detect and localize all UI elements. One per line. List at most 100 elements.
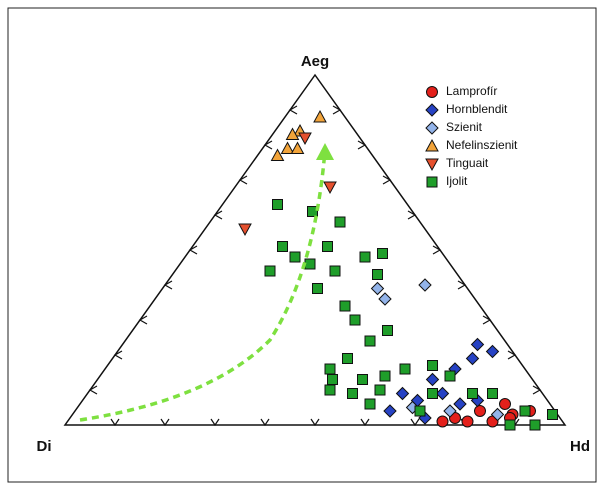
marker <box>414 405 426 417</box>
tick-chevron <box>210 418 220 427</box>
marker <box>357 374 368 385</box>
marker <box>329 265 341 277</box>
tick-chevron <box>163 280 173 290</box>
marker <box>372 269 383 280</box>
marker <box>379 370 391 382</box>
marker <box>324 363 336 375</box>
marker <box>399 363 411 375</box>
marker <box>270 148 285 161</box>
legend-label: Hornblendit <box>446 102 508 116</box>
marker <box>395 386 410 401</box>
marker <box>272 199 283 210</box>
legend-label: Ijolit <box>446 174 468 188</box>
marker <box>349 314 361 326</box>
marker <box>334 216 346 228</box>
legend-label: Nefelinszienit <box>446 138 518 152</box>
vertex-label: Aeg <box>301 53 329 70</box>
marker <box>461 415 474 428</box>
tick-chevron <box>482 315 492 325</box>
marker <box>467 388 478 399</box>
marker <box>277 241 288 252</box>
tick-chevron <box>110 418 120 427</box>
marker <box>374 384 386 396</box>
marker <box>323 181 337 195</box>
marker <box>418 278 432 292</box>
marker <box>427 388 438 399</box>
marker <box>307 206 318 217</box>
tick-chevron <box>188 245 198 255</box>
marker <box>435 386 450 401</box>
marker <box>383 404 397 418</box>
marker <box>370 281 385 296</box>
vertex-label: Hd <box>570 438 590 455</box>
marker <box>529 419 541 431</box>
marker <box>470 337 485 352</box>
marker <box>289 251 301 263</box>
marker <box>427 360 438 371</box>
tick-chevron <box>432 245 442 255</box>
tick-chevron <box>88 385 98 395</box>
tick-chevron <box>360 418 370 427</box>
tick-chevron <box>213 210 223 220</box>
marker <box>304 258 316 270</box>
marker <box>364 335 376 347</box>
tick-chevron <box>382 175 392 185</box>
points <box>238 109 558 431</box>
tick-chevron <box>288 105 298 115</box>
vertex-label: Di <box>37 438 52 455</box>
marker <box>504 419 516 431</box>
tick-chevron <box>160 418 170 427</box>
marker <box>519 405 531 417</box>
legend-marker <box>426 86 438 98</box>
marker <box>443 404 457 418</box>
marker <box>425 372 440 387</box>
tick-chevron <box>332 105 342 115</box>
marker <box>298 132 312 146</box>
tick-chevron <box>260 418 270 427</box>
tick-chevron <box>310 418 320 427</box>
legend-label: Szienit <box>446 120 483 134</box>
marker <box>499 398 511 410</box>
marker <box>453 397 467 411</box>
legend-label: Tinguait <box>446 156 489 170</box>
tick-chevron <box>507 350 517 360</box>
marker <box>280 141 295 154</box>
marker <box>364 398 376 410</box>
tick-chevron <box>532 385 542 395</box>
marker <box>347 388 358 399</box>
legend-label: Lamprofír <box>446 84 497 98</box>
marker <box>490 407 505 422</box>
frame <box>7 7 597 483</box>
marker <box>238 223 252 237</box>
legend-marker <box>425 103 439 117</box>
marker <box>312 283 323 294</box>
tick-chevron <box>357 140 367 150</box>
marker <box>465 351 480 366</box>
legend-marker <box>425 138 439 152</box>
marker <box>359 251 371 263</box>
marker <box>285 127 300 140</box>
tick-chevron <box>410 418 420 427</box>
legend: Lamprofír Hornblendit Szienit Nefelinszieni… <box>425 84 518 188</box>
marker <box>382 325 393 336</box>
tick-chevron <box>457 280 467 290</box>
marker <box>322 241 333 252</box>
tick-chevron <box>138 315 148 325</box>
marker <box>342 353 353 364</box>
tick-chevron <box>238 175 248 185</box>
marker <box>547 409 558 420</box>
marker <box>264 265 276 277</box>
legend-marker <box>425 158 439 172</box>
marker <box>474 405 486 417</box>
marker <box>485 344 500 359</box>
tick-chevron <box>113 350 123 360</box>
tick-chevron <box>407 210 417 220</box>
marker <box>377 248 388 259</box>
legend-marker <box>426 176 438 188</box>
marker <box>324 384 336 396</box>
legend-marker <box>425 121 439 135</box>
arrow-head <box>316 143 334 160</box>
triangle <box>63 73 567 426</box>
tick-chevron <box>263 140 273 150</box>
